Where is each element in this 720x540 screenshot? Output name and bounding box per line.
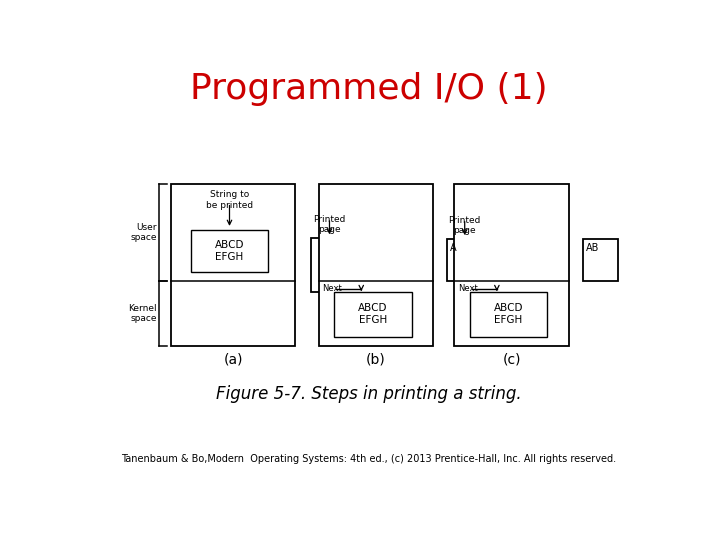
- Text: (a): (a): [224, 353, 243, 367]
- Text: ABCD
EFGH: ABCD EFGH: [215, 240, 244, 261]
- Text: Kernel
space: Kernel space: [128, 304, 157, 323]
- Text: Tanenbaum & Bo,Modern  Operating Systems: 4th ed., (c) 2013 Prentice-Hall, Inc. : Tanenbaum & Bo,Modern Operating Systems:…: [122, 454, 616, 464]
- Bar: [171, 184, 295, 346]
- Text: User
space: User space: [130, 223, 157, 242]
- Bar: [469, 292, 547, 336]
- Text: Next: Next: [323, 285, 342, 293]
- Text: String to
be printed: String to be printed: [206, 190, 253, 210]
- Text: Programmed I/O (1): Programmed I/O (1): [190, 72, 548, 106]
- Bar: [583, 239, 618, 281]
- Bar: [334, 292, 412, 336]
- Text: ABCD
EFGH: ABCD EFGH: [494, 303, 523, 325]
- Text: (c): (c): [503, 353, 521, 367]
- Text: Printed
page: Printed page: [313, 215, 346, 234]
- Text: Next: Next: [458, 285, 478, 293]
- Text: ABCD
EFGH: ABCD EFGH: [358, 303, 387, 325]
- Text: AB: AB: [586, 242, 599, 253]
- Bar: [447, 239, 482, 281]
- Text: Figure 5-7. Steps in printing a string.: Figure 5-7. Steps in printing a string.: [216, 386, 522, 403]
- Bar: [311, 238, 348, 292]
- Text: (b): (b): [366, 353, 386, 367]
- Bar: [454, 184, 569, 346]
- Bar: [191, 230, 269, 272]
- Text: Printed
page: Printed page: [449, 215, 481, 235]
- Bar: [319, 184, 433, 346]
- Text: A: A: [451, 242, 457, 253]
